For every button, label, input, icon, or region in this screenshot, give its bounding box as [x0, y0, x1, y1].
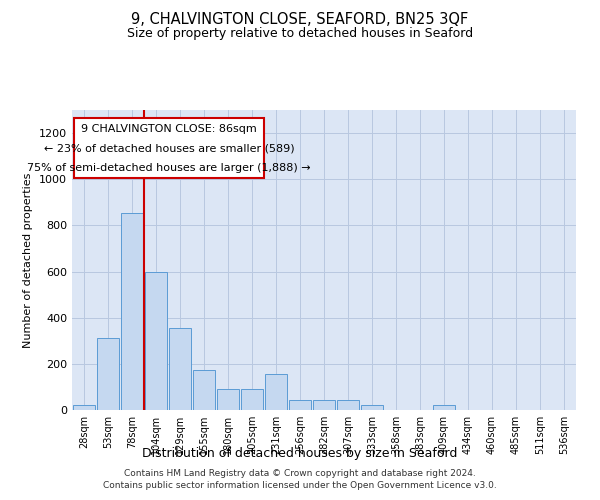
Bar [265, 374, 287, 410]
Text: ← 23% of detached houses are smaller (589): ← 23% of detached houses are smaller (58… [44, 144, 294, 154]
Bar [121, 212, 143, 410]
Bar [313, 400, 335, 410]
Bar [73, 406, 95, 410]
FancyBboxPatch shape [74, 118, 264, 178]
Text: Size of property relative to detached houses in Seaford: Size of property relative to detached ho… [127, 28, 473, 40]
Bar [361, 406, 383, 410]
Bar [169, 328, 191, 410]
Bar [241, 389, 263, 410]
Bar [289, 400, 311, 410]
Text: Contains HM Land Registry data © Crown copyright and database right 2024.
Contai: Contains HM Land Registry data © Crown c… [103, 468, 497, 490]
Text: 75% of semi-detached houses are larger (1,888) →: 75% of semi-detached houses are larger (… [27, 163, 311, 173]
Bar [433, 406, 455, 410]
Bar [145, 272, 167, 410]
Y-axis label: Number of detached properties: Number of detached properties [23, 172, 34, 348]
Bar [217, 389, 239, 410]
Text: 9, CHALVINGTON CLOSE, SEAFORD, BN25 3QF: 9, CHALVINGTON CLOSE, SEAFORD, BN25 3QF [131, 12, 469, 28]
Text: Distribution of detached houses by size in Seaford: Distribution of detached houses by size … [142, 448, 458, 460]
Text: 9 CHALVINGTON CLOSE: 86sqm: 9 CHALVINGTON CLOSE: 86sqm [81, 124, 257, 134]
Bar [97, 338, 119, 410]
Bar [193, 370, 215, 410]
Bar [337, 400, 359, 410]
